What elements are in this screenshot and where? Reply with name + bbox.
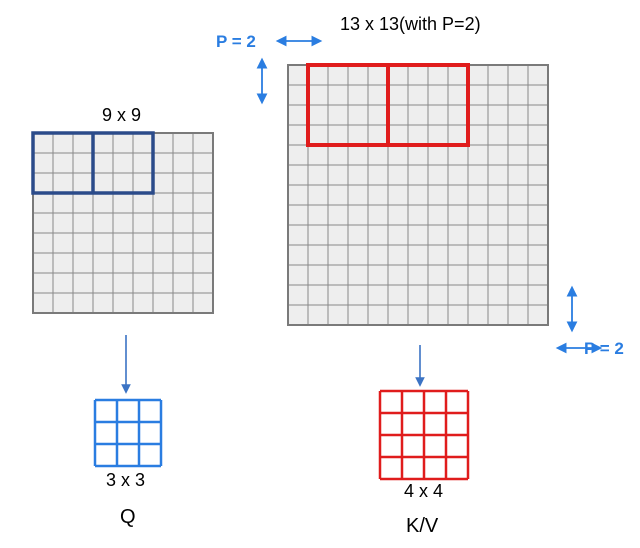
diagram-canvas <box>0 0 640 548</box>
